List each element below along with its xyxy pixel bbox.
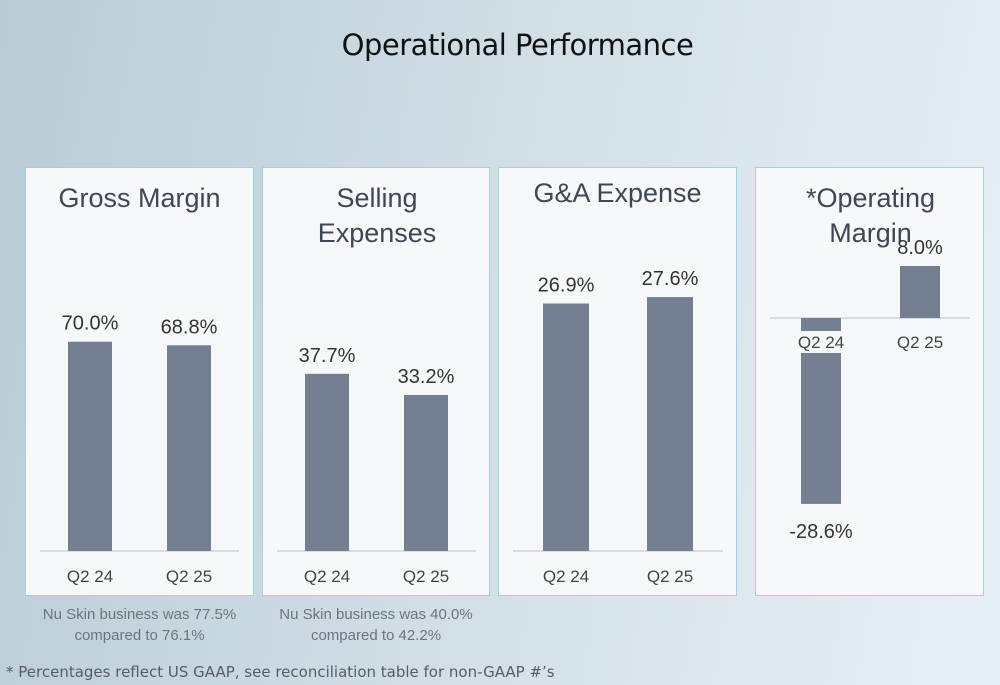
data-label: 70.0% [62, 313, 119, 335]
gross-margin-title: Gross Margin [58, 183, 221, 213]
operating-margin-title: *Operating Margin [805, 183, 936, 248]
data-label: 33.2% [398, 366, 455, 388]
ga-expense-panel: G&A Expense 26.9% Q2 24 27.6% Q2 25 [498, 167, 737, 596]
ga-expense-chart: 26.9% Q2 24 27.6% Q2 25 [513, 268, 723, 586]
data-label: 37.7% [299, 345, 356, 367]
selling-expenses-note-line-1: Nu Skin business was 40.0% [279, 606, 473, 623]
x-tick-label: Q2 25 [166, 567, 212, 586]
operating-margin-chart: -28.6% Q2 24 8.0% Q2 25 [770, 237, 970, 543]
x-tick-label: Q2 24 [543, 567, 589, 586]
data-label: 26.9% [538, 275, 595, 297]
bar-q2-25 [647, 297, 693, 551]
x-tick-label: Q2 24 [798, 333, 844, 352]
bar-q2-25 [900, 266, 940, 318]
gross-margin-note: Nu Skin business was 77.5% compared to 7… [25, 604, 254, 646]
x-tick-label: Q2 24 [304, 567, 350, 586]
data-label: -28.6% [789, 521, 853, 543]
footnote: * Percentages reflect US GAAP, see recon… [6, 663, 555, 681]
selling-expenses-chart: 37.7% Q2 24 33.2% Q2 25 [277, 345, 476, 586]
operating-margin-panel: *Operating Margin -28.6% Q2 24 8.0% Q2 25 [755, 167, 984, 596]
bar-q2-24 [68, 341, 112, 551]
selling-expenses-panel: Selling Expenses 37.7% Q2 24 33.2% Q2 25 [262, 167, 490, 596]
bar-q2-25 [404, 394, 448, 551]
bar-q2-24 [543, 303, 589, 551]
bar-q2-24 [305, 373, 349, 551]
selling-expenses-note-line-2: compared to 42.2% [310, 627, 442, 644]
x-tick-label: Q2 25 [647, 567, 693, 586]
bar-q2-25 [167, 345, 211, 551]
data-label: 8.0% [897, 237, 943, 259]
data-label: 27.6% [642, 268, 699, 290]
gross-margin-note-line-1: Nu Skin business was 77.5% [42, 606, 237, 623]
data-label: 68.8% [161, 316, 218, 338]
gross-margin-panel: Gross Margin 70.0% Q2 24 68.8% Q2 25 [25, 167, 254, 596]
page-title: Operational Performance [341, 28, 694, 62]
ga-expense-title: G&A Expense [533, 178, 702, 208]
x-tick-label: Q2 24 [67, 567, 113, 586]
selling-expenses-note: Nu Skin business was 40.0% compared to 4… [262, 604, 490, 646]
gross-margin-note-line-2: compared to 76.1% [74, 627, 205, 644]
x-tick-label: Q2 25 [403, 567, 449, 586]
selling-expenses-title: Selling Expenses [317, 183, 437, 248]
x-tick-label: Q2 25 [897, 333, 943, 352]
gross-margin-chart: 70.0% Q2 24 68.8% Q2 25 [40, 313, 239, 586]
tick-label-backing [796, 331, 846, 353]
